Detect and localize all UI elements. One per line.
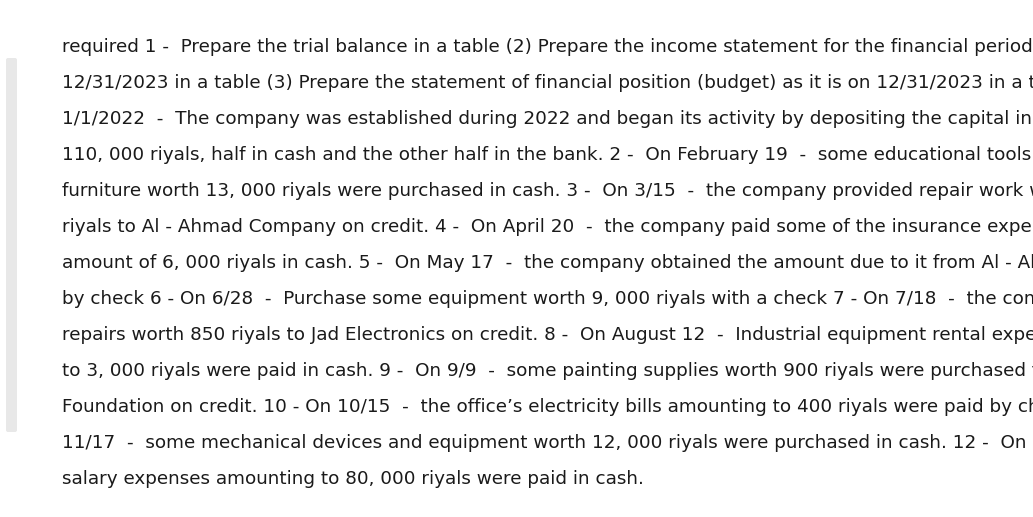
Text: 12/31/2023 in a table (3) Prepare the statement of financial position (budget) a: 12/31/2023 in a table (3) Prepare the st… <box>62 74 1033 92</box>
Text: 11/17  -  some mechanical devices and equipment worth 12, 000 riyals were purcha: 11/17 - some mechanical devices and equi… <box>62 434 1033 452</box>
Text: furniture worth 13, 000 riyals were purchased in cash. 3 -  On 3/15  -  the comp: furniture worth 13, 000 riyals were purc… <box>62 182 1033 200</box>
Text: salary expenses amounting to 80, 000 riyals were paid in cash.: salary expenses amounting to 80, 000 riy… <box>62 470 644 488</box>
Text: by check 6 - On 6/28  -  Purchase some equipment worth 9, 000 riyals with a chec: by check 6 - On 6/28 - Purchase some equ… <box>62 290 1033 308</box>
Text: to 3, 000 riyals were paid in cash. 9 -  On 9/9  -  some painting supplies worth: to 3, 000 riyals were paid in cash. 9 - … <box>62 362 1033 380</box>
Text: required 1 -  Prepare the trial balance in a table (2) Prepare the income statem: required 1 - Prepare the trial balance i… <box>62 38 1033 56</box>
Text: amount of 6, 000 riyals in cash. 5 -  On May 17  -  the company obtained the amo: amount of 6, 000 riyals in cash. 5 - On … <box>62 254 1033 272</box>
Text: riyals to Al - Ahmad Company on credit. 4 -  On April 20  -  the company paid so: riyals to Al - Ahmad Company on credit. … <box>62 218 1033 236</box>
Text: Foundation on credit. 10 - On 10/15  -  the office’s electricity bills amounting: Foundation on credit. 10 - On 10/15 - th… <box>62 398 1033 416</box>
Text: repairs worth 850 riyals to Jad Electronics on credit. 8 -  On August 12  -  Ind: repairs worth 850 riyals to Jad Electron… <box>62 326 1033 344</box>
FancyBboxPatch shape <box>6 58 17 432</box>
Text: 1/1/2022  -  The company was established during 2022 and began its activity by d: 1/1/2022 - The company was established d… <box>62 110 1033 128</box>
Text: 110, 000 riyals, half in cash and the other half in the bank. 2 -  On February 1: 110, 000 riyals, half in cash and the ot… <box>62 146 1033 164</box>
